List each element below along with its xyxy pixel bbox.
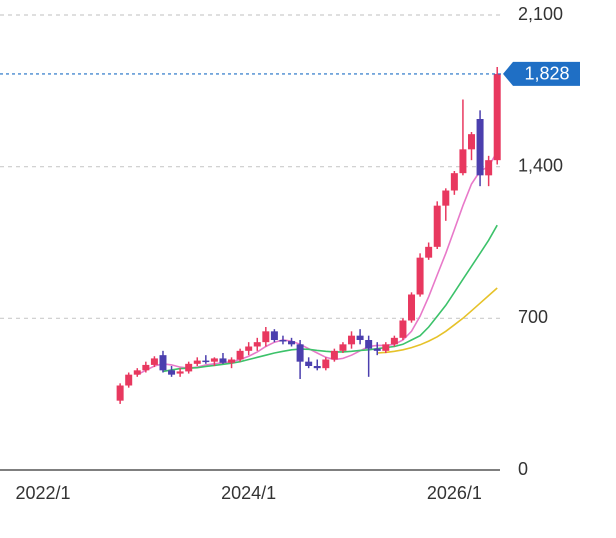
candle-body	[399, 320, 407, 338]
candle-body	[202, 360, 210, 363]
y-tick-label: 700	[518, 307, 548, 327]
candle-body	[425, 246, 433, 258]
moving-average	[136, 151, 498, 376]
candle-body	[270, 331, 278, 340]
candle-body	[133, 370, 141, 375]
candle-body	[116, 385, 124, 401]
candle-body	[150, 358, 158, 365]
candle-body	[442, 190, 450, 206]
candle-body	[373, 348, 381, 351]
candle-body	[348, 335, 356, 345]
candle-body	[476, 119, 484, 176]
candle-body	[493, 73, 501, 161]
moving-average	[377, 287, 498, 354]
candle-body	[253, 342, 261, 347]
candle-body	[262, 331, 270, 343]
candle-body	[313, 366, 321, 369]
x-tick-label: 2026/1	[427, 483, 482, 503]
candle-body	[390, 337, 398, 345]
candle-body	[236, 350, 244, 360]
candle-body	[168, 370, 176, 375]
candle-body	[365, 340, 373, 349]
x-tick-label: 2022/1	[15, 483, 70, 503]
candle-body	[330, 350, 338, 360]
candle-body	[356, 335, 364, 340]
candle-body	[176, 371, 184, 374]
candle-body	[288, 341, 296, 345]
x-tick-label: 2024/1	[221, 483, 276, 503]
candle-body	[193, 360, 201, 364]
candle-body	[433, 205, 441, 247]
candle-body	[322, 359, 330, 369]
moving-average	[162, 224, 498, 373]
y-tick-label: 0	[518, 459, 528, 479]
last-price-label: 1,828	[524, 64, 569, 84]
candle-body	[296, 344, 304, 362]
candle-body	[125, 374, 133, 386]
candle-body	[219, 358, 227, 363]
candle-body	[468, 134, 475, 150]
candle-body	[159, 355, 167, 371]
candle-body	[339, 344, 347, 351]
candle-body	[416, 257, 424, 295]
y-tick-label: 1,400	[518, 155, 563, 175]
candle-body	[185, 363, 193, 372]
candle-body	[210, 358, 218, 362]
candle-body	[279, 340, 287, 342]
candle-body	[408, 294, 416, 321]
candle-body	[142, 364, 150, 371]
candle-body	[459, 149, 467, 174]
y-tick-label: 2,100	[518, 4, 563, 24]
last-price-tag	[503, 61, 580, 86]
candle-body	[450, 173, 458, 191]
candle-body	[228, 359, 236, 363]
candle-body	[245, 346, 253, 351]
candle-body	[382, 344, 390, 351]
candle-body	[305, 361, 313, 366]
candle-body	[485, 160, 493, 176]
